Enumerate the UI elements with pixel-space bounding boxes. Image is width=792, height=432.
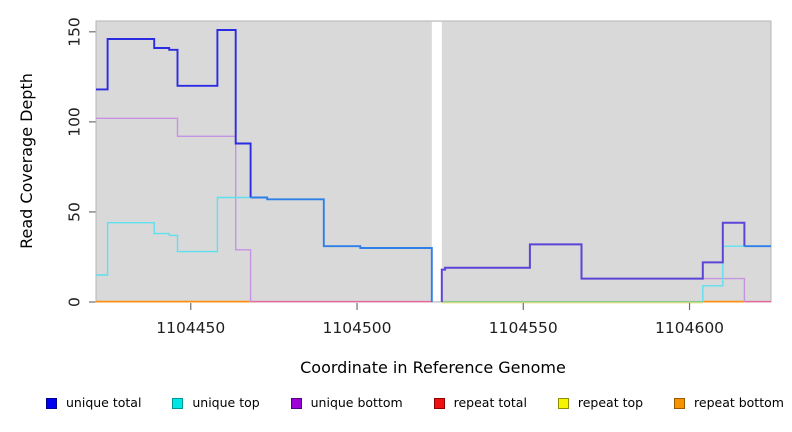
y-tick-label: 0 [65,297,84,307]
y-tick-label: 150 [65,17,84,47]
series-unique-total-bottom-overlap-right [440,221,746,302]
legend-item-unique-bottom: unique bottom [290,395,403,410]
repeat-bottom-swatch-icon [674,397,686,409]
unique-bottom-swatch-icon [290,397,302,409]
series-unique-total-top-overlap-left [250,196,433,302]
legend-item-repeat-bottom: repeat bottom [674,395,784,410]
legend-label: repeat top [577,395,644,410]
series-unique-top-left [96,196,251,276]
legend-item-unique-total: unique total [46,395,142,410]
y-axis-label: Read Coverage Depth [17,73,36,249]
series-unique-total-left [96,29,252,198]
legend-item-unique-top: unique top [172,395,260,410]
y-tick-label: 100 [65,107,84,137]
series-unique-bottom-right [702,277,746,302]
x-tick-label: 1104600 [655,319,725,337]
repeat-total-swatch-icon [433,397,445,409]
legend: unique total unique top unique bottom re… [46,395,784,410]
series-unique-top-right [702,245,771,302]
legend-item-repeat-top: repeat top [557,395,644,410]
legend-label: unique top [192,395,260,410]
no-data-gap [431,21,442,302]
unique-top-swatch-icon [172,397,184,409]
legend-label: unique total [66,395,142,410]
legend-label: unique bottom [310,395,403,410]
x-axis-label: Coordinate in Reference Genome [300,358,566,377]
unique-total-swatch-icon [46,397,57,409]
legend-label: repeat total [453,395,527,410]
y-tick-label: 50 [65,202,84,222]
repeat-top-swatch-icon [557,397,569,409]
legend-item-repeat-total: repeat total [433,395,527,410]
x-tick-label: 1104550 [488,319,558,337]
x-tick-label: 1104450 [156,319,226,337]
legend-label: repeat bottom [694,395,784,410]
x-tick-label: 1104500 [322,319,392,337]
